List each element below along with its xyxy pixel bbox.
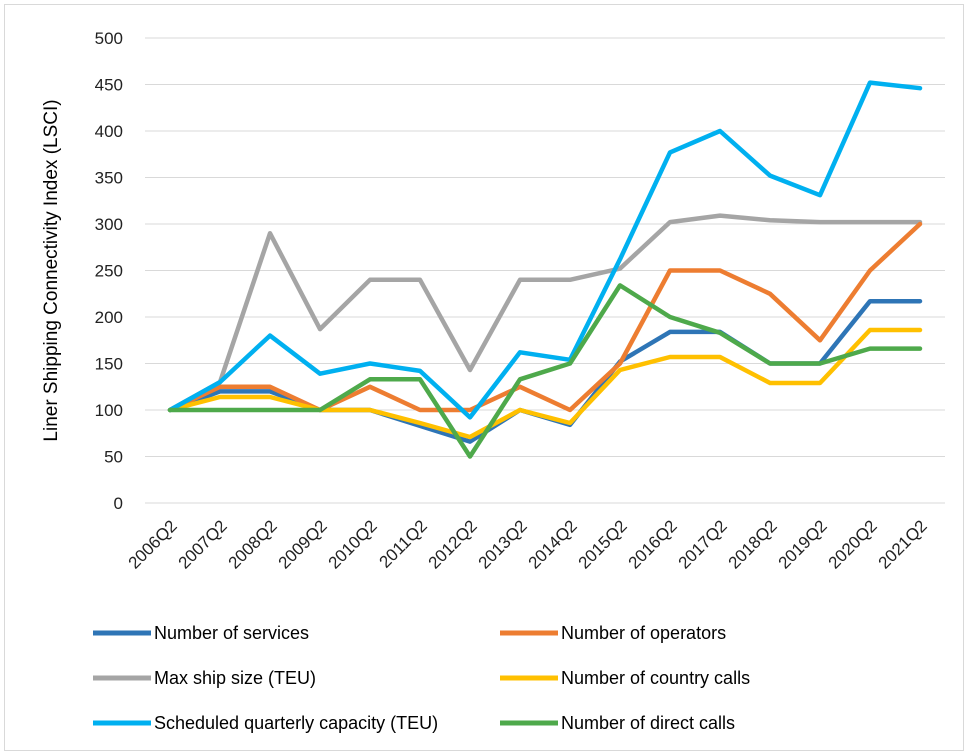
y-tick-label: 50 (104, 448, 123, 467)
series-line-5 (167, 283, 923, 459)
y-tick-label: 100 (95, 401, 123, 420)
y-tick-label: 0 (114, 494, 123, 513)
y-tick-label: 150 (95, 355, 123, 374)
legend-item: Number of operators (500, 623, 726, 643)
x-tick-label: 2021Q2 (875, 516, 931, 572)
series-line-2 (167, 221, 923, 413)
x-tick-label: 2010Q2 (325, 516, 381, 572)
x-tick-label: 2007Q2 (175, 516, 231, 572)
x-tick-label: 2017Q2 (675, 516, 731, 572)
y-axis-label: Liner Shipping Connectivity Index (LSCI) (41, 99, 62, 441)
x-tick-label: 2012Q2 (425, 516, 481, 572)
legend: Number of services Number of operators Max… (93, 623, 750, 733)
x-tick-label: 2016Q2 (625, 516, 681, 572)
x-tick-label: 2013Q2 (475, 516, 531, 572)
y-tick-label: 300 (95, 215, 123, 234)
legend-label: Max ship size (TEU) (154, 668, 316, 688)
y-tick-label: 450 (95, 76, 123, 95)
series-line-4 (167, 80, 923, 420)
legend-item: Scheduled quarterly capacity (TEU) (93, 713, 438, 733)
legend-label: Number of country calls (561, 668, 750, 688)
legend-label: Scheduled quarterly capacity (TEU) (154, 713, 438, 733)
x-tick-label: 2020Q2 (825, 516, 881, 572)
legend-label: Number of direct calls (561, 713, 735, 733)
x-tick-label: 2011Q2 (376, 516, 431, 571)
line-chart: 0 50 100 150 200 250 300 350 400 450 500 Liner Shi… (41, 29, 945, 733)
y-tick-label: 500 (95, 29, 123, 48)
x-tick-label: 2009Q2 (275, 516, 331, 572)
y-tick-label: 400 (95, 122, 123, 141)
x-tick-label: 2014Q2 (525, 516, 581, 572)
legend-item: Number of direct calls (500, 713, 735, 733)
y-tick-label: 350 (95, 169, 123, 188)
x-tick-label: 2006Q2 (125, 516, 181, 572)
y-axis-ticks: 0 50 100 150 200 250 300 350 400 450 500 (95, 29, 123, 513)
chart-frame: 0 50 100 150 200 250 300 350 400 450 500 Liner Shi… (4, 4, 964, 751)
legend-item: Number of country calls (500, 668, 750, 688)
series-line-3 (167, 327, 923, 440)
x-tick-label: 2015Q2 (575, 516, 631, 572)
legend-item: Number of services (93, 623, 309, 643)
legend-label: Number of services (154, 623, 309, 643)
legend-label: Number of operators (561, 623, 726, 643)
x-tick-label: 2019Q2 (775, 516, 831, 572)
series-lines (167, 80, 923, 459)
gridlines (145, 37, 945, 504)
series-line-0 (167, 213, 923, 413)
x-tick-label: 2018Q2 (725, 516, 781, 572)
y-tick-label: 200 (95, 308, 123, 327)
legend-item: Max ship size (TEU) (93, 668, 316, 688)
x-axis-ticks: 2006Q22007Q22008Q22009Q22010Q22011Q22012… (125, 516, 931, 572)
y-tick-label: 250 (95, 262, 123, 281)
x-tick-label: 2008Q2 (225, 516, 281, 572)
